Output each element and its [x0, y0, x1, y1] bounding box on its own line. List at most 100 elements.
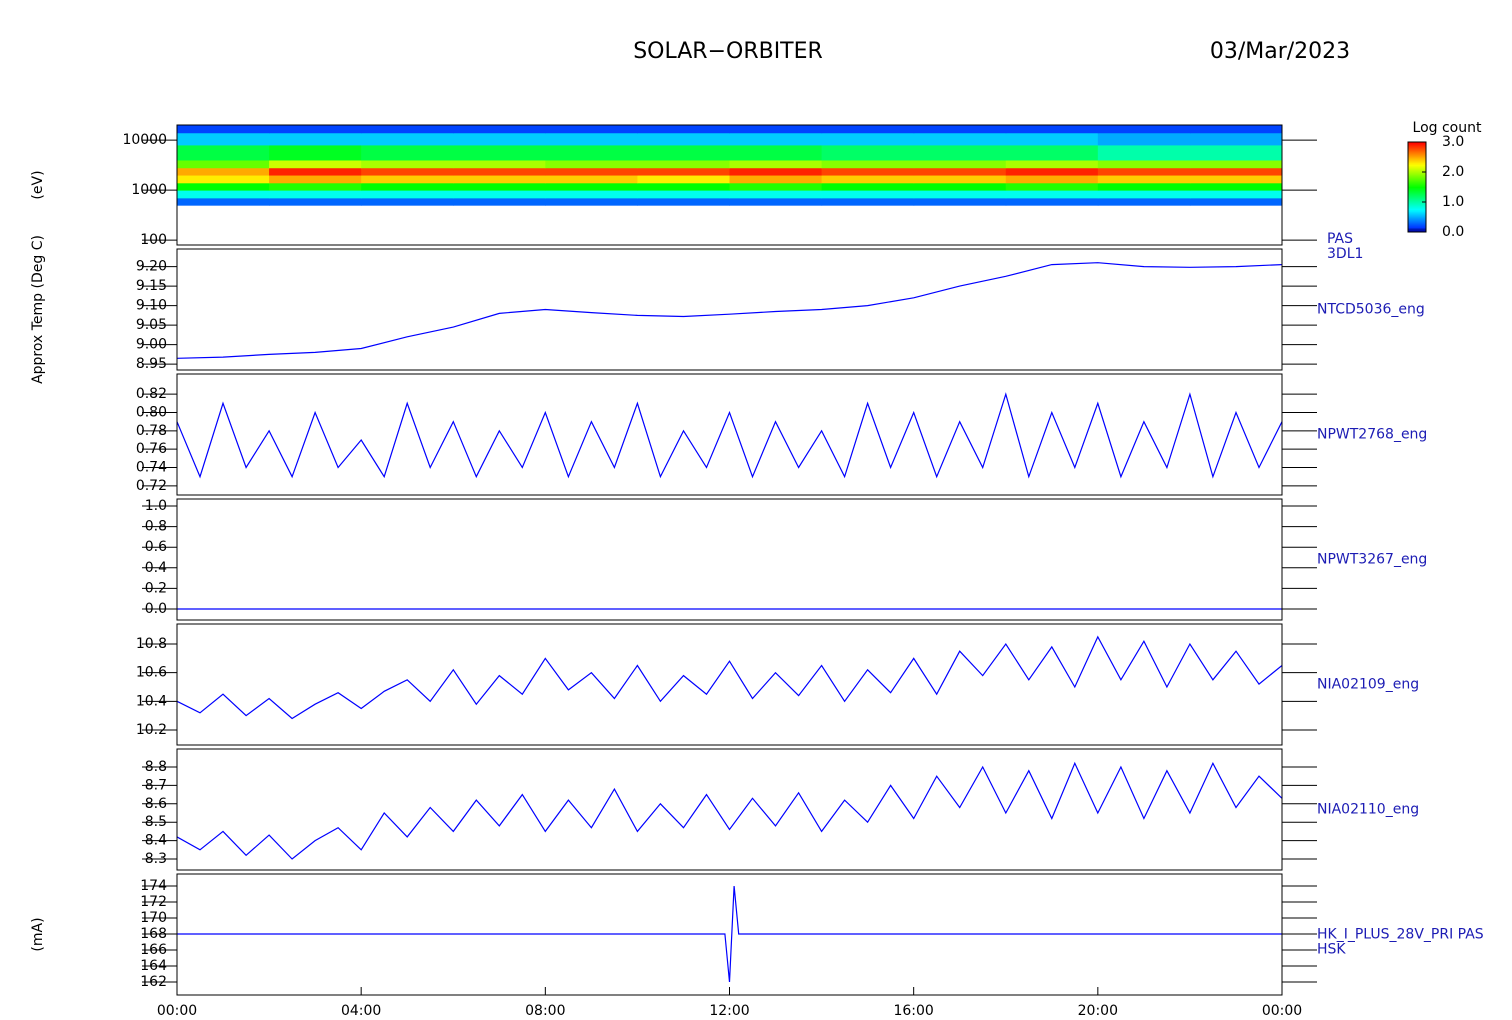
heatmap-cell [177, 159, 270, 169]
heatmap-cell [453, 197, 546, 206]
heatmap-cell [821, 190, 915, 199]
heatmap-cell [269, 144, 362, 161]
heatmap-cell [453, 132, 546, 146]
colorbar-slice [1408, 182, 1426, 185]
heatmap-cell [1005, 182, 1099, 191]
heatmap-cell [361, 144, 454, 161]
colorbar-slice [1408, 144, 1426, 147]
colorbar-slice [1408, 162, 1426, 165]
colorbar-slice [1408, 214, 1426, 217]
heatmap-cell [1189, 125, 1282, 134]
colorbar-slice [1408, 230, 1426, 233]
heatmap-cell [361, 167, 454, 176]
heatmap-cell [1097, 175, 1191, 184]
heatmap-cell [361, 182, 454, 191]
heatmap-cell [1189, 197, 1282, 206]
heatmap-cell [177, 132, 270, 146]
heatmap-cell [913, 167, 1007, 176]
heatmap-cell [637, 167, 730, 176]
colorbar-slice [1408, 166, 1426, 169]
heatmap-cell [545, 159, 638, 169]
colorbar-slice [1408, 190, 1426, 193]
colorbar-slice [1408, 224, 1426, 227]
colorbar-slice [1408, 202, 1426, 205]
colorbar-slice [1408, 160, 1426, 163]
heatmap-cell [729, 159, 823, 169]
heatmap-cell [1097, 144, 1191, 161]
chart-title: SOLAR−ORBITER [633, 39, 823, 64]
x-tick-label: 16:00 [893, 1003, 933, 1019]
heatmap-cell [821, 182, 915, 191]
heatmap-cell [913, 159, 1007, 169]
heatmap-cell [1097, 182, 1191, 191]
heatmap-cell [453, 144, 546, 161]
plot-area [177, 392, 1282, 479]
heatmap-cell [453, 175, 546, 184]
heatmap-cell [177, 167, 270, 176]
heatmap-cell [453, 125, 546, 134]
colorbar-slice [1408, 194, 1426, 197]
colorbar-tick-label: 3.0 [1442, 134, 1464, 150]
colorbar-slice [1408, 210, 1426, 213]
heatmap-cell [729, 125, 823, 134]
colorbar-slice [1408, 198, 1426, 201]
panel-frame [176, 623, 1283, 746]
panel-frame [176, 124, 1283, 246]
heatmap-cell [1097, 125, 1191, 134]
x-tick-label: 00:00 [1262, 1003, 1302, 1019]
heatmap-cell [1189, 167, 1282, 176]
panel-label: NTCD5036_eng [1317, 302, 1425, 318]
plot-area [177, 125, 1282, 206]
colorbar-slice [1408, 156, 1426, 159]
panel-label: HK_I_PLUS_28V_PRI PAS [1317, 927, 1484, 943]
colorbar-slice [1408, 222, 1426, 225]
data-line [177, 262, 1282, 359]
panel-label: 3DL1 [1327, 246, 1363, 262]
x-tick-label: 00:00 [157, 1003, 197, 1019]
colorbar-slice [1408, 196, 1426, 199]
heatmap-cell [269, 190, 362, 199]
colorbar-slice [1408, 174, 1426, 177]
heatmap-cell [821, 144, 915, 161]
heatmap-cell [637, 190, 730, 199]
heatmap-cell [1097, 190, 1191, 199]
heatmap-cell [1097, 167, 1191, 176]
heatmap-cell [1189, 190, 1282, 199]
heatmap-cell [913, 175, 1007, 184]
heatmap-cell [545, 132, 638, 146]
heatmap-cell [453, 167, 546, 176]
heatmap-cell [913, 190, 1007, 199]
heatmap-cell [269, 175, 362, 184]
plot-area [177, 262, 1282, 359]
colorbar-slice [1408, 192, 1426, 195]
heatmap-cell [361, 125, 454, 134]
panel-frame [176, 498, 1283, 621]
heatmap-cell [637, 159, 730, 169]
plot-area [177, 885, 1282, 983]
x-tick-label: 04:00 [341, 1003, 381, 1019]
heatmap-cell [177, 182, 270, 191]
colorbar-slice [1408, 228, 1426, 231]
colorbar-frame [1407, 141, 1427, 233]
colorbar-slice [1408, 142, 1426, 145]
panel-label: NPWT3267_eng [1317, 552, 1427, 568]
heatmap-cell [913, 197, 1007, 206]
y-axis-title: Approx Temp (Deg C) [30, 235, 46, 384]
heatmap-cell [913, 182, 1007, 191]
heatmap-cell [729, 190, 823, 199]
heatmap-cell [545, 125, 638, 134]
colorbar-tick-label: 0.0 [1442, 224, 1464, 240]
heatmap-cell [453, 182, 546, 191]
heatmap-cell [821, 167, 915, 176]
heatmap-cell [913, 132, 1007, 146]
heatmap-cell [1189, 182, 1282, 191]
heatmap-cell [177, 190, 270, 199]
heatmap-cell [821, 132, 915, 146]
heatmap-cell [1189, 159, 1282, 169]
colorbar-slice [1408, 220, 1426, 223]
heatmap-cell [545, 144, 638, 161]
panel-label: NPWT2768_eng [1317, 427, 1427, 443]
heatmap-cell [637, 175, 730, 184]
heatmap-cell [453, 190, 546, 199]
colorbar-slice [1408, 226, 1426, 229]
